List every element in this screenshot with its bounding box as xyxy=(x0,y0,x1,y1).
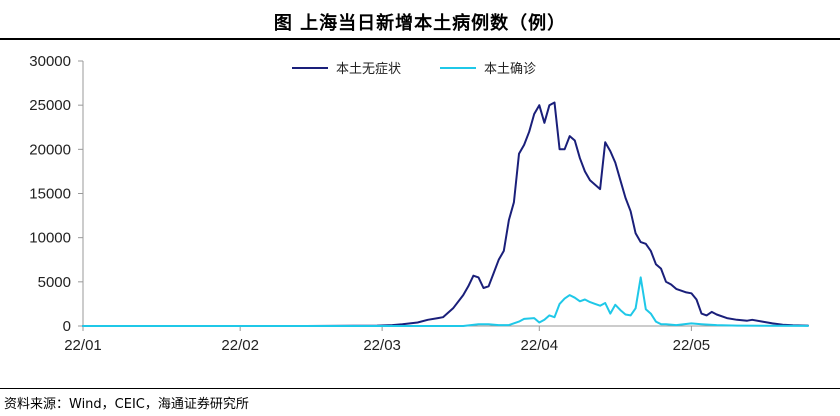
y-tick-label: 10000 xyxy=(29,230,71,247)
y-tick-label: 25000 xyxy=(29,97,71,114)
y-tick-label: 20000 xyxy=(29,141,71,158)
chart-title: 图 上海当日新增本土病例数（例） xyxy=(273,13,567,34)
y-tick-label: 30000 xyxy=(29,53,71,70)
title-bar: 图 上海当日新增本土病例数（例） xyxy=(0,0,840,38)
legend: 本土无症状 本土确诊 xyxy=(292,62,536,77)
x-tick-label: 22/02 xyxy=(221,337,259,354)
legend-label-2: 本土确诊 xyxy=(484,62,536,77)
series-line-2 xyxy=(82,276,809,327)
legend-label-1: 本土无症状 xyxy=(336,62,401,77)
series-line-1 xyxy=(82,101,809,327)
series-lines xyxy=(82,101,809,327)
title-divider xyxy=(0,38,840,40)
x-axis: 22/01 22/02 22/03 22/04 22/05 xyxy=(64,325,808,354)
footer-divider xyxy=(0,388,840,389)
y-axis: 0 5000 10000 15000 20000 25000 30000 xyxy=(29,53,84,335)
y-tick-label: 5000 xyxy=(38,274,71,291)
y-tick-label: 15000 xyxy=(29,186,71,203)
x-tick-label: 22/05 xyxy=(673,337,711,354)
x-tick-label: 22/01 xyxy=(64,337,102,354)
x-tick-label: 22/03 xyxy=(363,337,401,354)
source-note: 资料来源：Wind，CEIC，海通证券研究所 xyxy=(4,397,249,412)
x-tick-label: 22/04 xyxy=(521,337,559,354)
y-tick-label: 0 xyxy=(63,318,71,335)
